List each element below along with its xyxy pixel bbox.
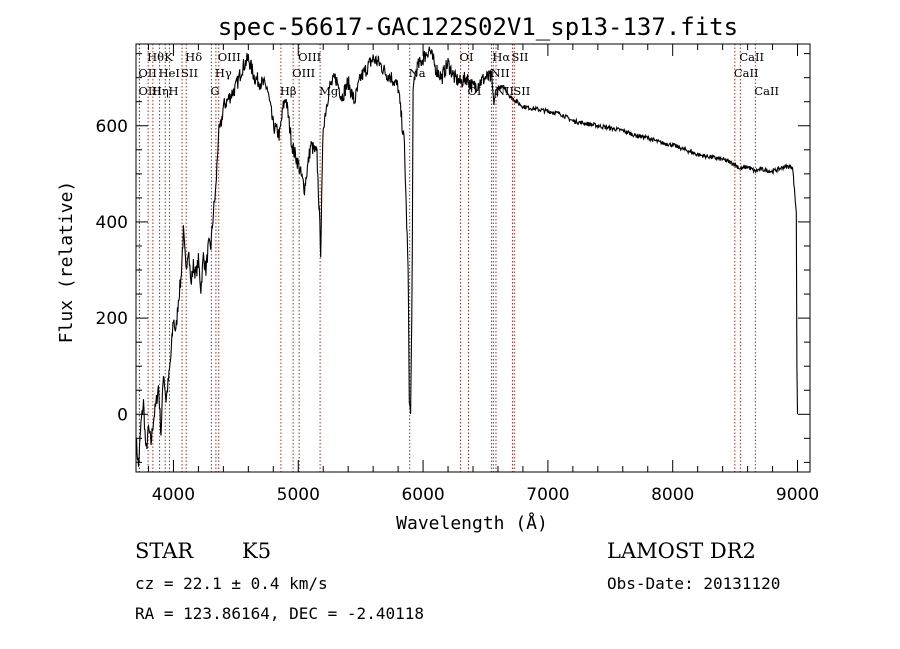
chart-title: spec-56617-GAC122S02V1_sp13-137.fits [218,13,738,41]
spectral-line-label: CaII [739,50,764,64]
spectral-line-label: K [164,50,173,64]
spectral-lines-layer [138,44,756,472]
survey-name: LAMOST DR2 [607,539,756,563]
spectral-line-label: SII [511,50,528,64]
spectral-line-label: NII [490,66,509,80]
x-tick-label: 7000 [526,485,569,505]
x-tick-label: 5000 [277,485,320,505]
x-tick-label: 6000 [401,485,444,505]
spectral-line-label: OI [460,50,474,64]
spectral-line-label: Hβ [280,84,297,98]
spectral-line-label: SII [181,66,198,80]
spectral-line-label: OII [138,66,157,80]
spectral-line-label: SII [513,84,530,98]
y-tick-label: 600 [96,117,128,137]
spectral-line-label: Hγ [215,66,232,80]
y-axis-label: Flux (relative) [56,181,77,344]
spectral-line-label: Hδ [185,50,202,64]
spectral-line-label: CaII [754,84,779,98]
y-tick-label: 200 [96,309,128,329]
observation-date: Obs-Date: 20131120 [607,574,781,593]
x-axis-label: Wavelength (Å) [396,512,548,534]
flux-series-line [135,46,799,467]
redshift-velocity: cz = 22.1 ± 0.4 km/s [135,574,328,593]
spectral-line-label: HeI [159,66,180,80]
x-tick-label: 4000 [152,485,195,505]
plot-frame [135,43,811,473]
y-tick-label: 400 [96,213,128,233]
spectral-line-label: Hθ [147,50,164,64]
spectral-line-label: OIII [298,50,321,64]
x-tick-label: 8000 [651,485,694,505]
spectral-line-label: OIII [292,66,315,80]
object-class: STAR [135,539,194,563]
axis-ticks: 4000 5000 6000 7000 8000 9000 0 200 400 600 [96,44,819,505]
spectral-line-label: H [168,84,178,98]
spectral-line-label: OIII [218,50,241,64]
spectral-line-label: Hη [152,84,169,98]
coordinates: RA = 123.86164, DEC = -2.40118 [135,604,424,623]
spectral-line-label: CaII [734,66,759,80]
spectral-line-label: OIII [138,84,161,98]
spectral-line-label: Hα [492,50,510,64]
subclass: K5 [242,539,272,563]
x-tick-label: 9000 [776,485,819,505]
y-tick-label: 0 [117,405,128,425]
spectral-line-label: G [210,84,219,98]
